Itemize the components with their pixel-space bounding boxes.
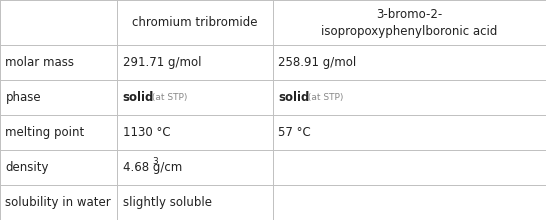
Text: 3: 3 (152, 157, 158, 166)
Text: solid: solid (123, 91, 154, 104)
Text: (at STP): (at STP) (149, 93, 187, 102)
Text: molar mass: molar mass (5, 56, 74, 69)
Text: density: density (5, 161, 49, 174)
Text: slightly soluble: slightly soluble (123, 196, 212, 209)
Text: 4.68 g/cm: 4.68 g/cm (123, 161, 182, 174)
Text: solid: solid (278, 91, 310, 104)
Text: chromium tribromide: chromium tribromide (133, 16, 258, 29)
Text: solubility in water: solubility in water (5, 196, 111, 209)
Text: 1130 °C: 1130 °C (123, 126, 170, 139)
Text: melting point: melting point (5, 126, 85, 139)
Text: (at STP): (at STP) (305, 93, 343, 102)
Text: 3-bromo-2-
isopropoxyphenylboronic acid: 3-bromo-2- isopropoxyphenylboronic acid (321, 7, 498, 38)
Text: 258.91 g/mol: 258.91 g/mol (278, 56, 357, 69)
Text: phase: phase (5, 91, 41, 104)
Text: 57 °C: 57 °C (278, 126, 311, 139)
Text: 291.71 g/mol: 291.71 g/mol (123, 56, 201, 69)
